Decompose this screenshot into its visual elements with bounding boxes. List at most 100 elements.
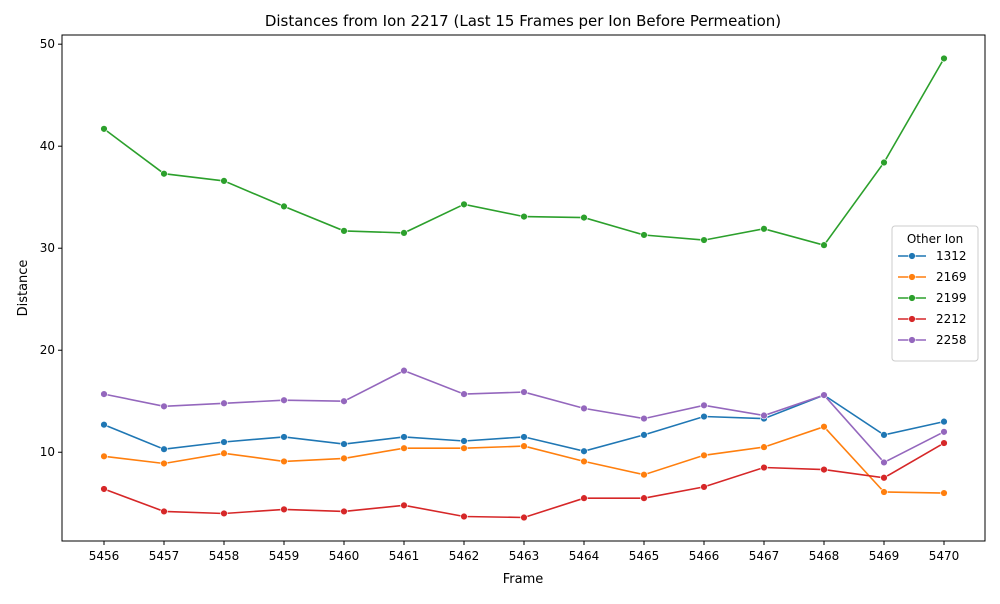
data-point-1312 [280, 433, 288, 441]
x-tick-label: 5460 [329, 549, 360, 563]
data-point-2258 [940, 428, 948, 436]
data-point-2212 [760, 463, 768, 472]
data-point-2169 [820, 423, 828, 431]
data-point-2199 [580, 213, 588, 222]
data-point-2212 [340, 507, 348, 516]
data-point-2212 [880, 474, 888, 482]
data-point-1312 [100, 421, 108, 429]
data-point-2199 [160, 170, 168, 178]
data-point-2199 [760, 225, 768, 233]
data-point-2212 [820, 465, 828, 474]
x-tick-label: 5466 [689, 549, 720, 563]
x-tick-label: 5470 [929, 549, 960, 563]
data-point-2258 [340, 397, 348, 405]
data-point-2199 [400, 229, 408, 237]
data-point-2258 [460, 390, 468, 398]
data-point-2199 [700, 236, 708, 244]
series-2199 [100, 54, 948, 249]
x-tick-label: 5461 [389, 549, 420, 563]
x-tick-label: 5458 [209, 549, 240, 563]
legend-item-1312: 1312 [898, 249, 967, 263]
legend: Other Ion 1312 2169 2199 2212 2258 [891, 225, 979, 362]
data-point-2212 [580, 494, 588, 502]
x-tick-label: 5464 [569, 549, 600, 563]
data-point-1312 [880, 431, 888, 439]
data-point-1312 [700, 412, 708, 421]
data-point-2212 [460, 512, 468, 521]
series-2212 [100, 439, 948, 522]
data-point-2169 [160, 459, 168, 468]
y-tick-label: 50 [40, 37, 55, 51]
data-point-2169 [760, 443, 768, 451]
data-point-2199 [820, 241, 828, 249]
data-point-2199 [280, 202, 288, 211]
plot-frame [61, 34, 986, 542]
x-axis-label: Frame [503, 572, 544, 587]
data-point-2199 [520, 212, 528, 221]
y-tick-label: 40 [40, 139, 55, 153]
data-point-2169 [580, 457, 588, 466]
data-point-1312 [460, 437, 468, 445]
data-point-1312 [340, 440, 348, 448]
legend-title: Other Ion [907, 232, 963, 246]
legend-label: 1312 [936, 249, 967, 263]
data-point-2199 [220, 177, 228, 185]
legend-item-2258: 2258 [898, 333, 967, 347]
data-point-1312 [640, 431, 648, 439]
legend-item-2212: 2212 [898, 312, 967, 326]
x-tick-label: 5467 [749, 549, 780, 563]
data-point-2212 [100, 485, 108, 493]
y-axis-label: Distance [16, 260, 31, 317]
data-point-2258 [820, 391, 828, 399]
legend-label: 2199 [936, 291, 967, 305]
data-point-2169 [100, 452, 108, 461]
data-point-2212 [400, 501, 408, 509]
y-tick-label: 20 [40, 343, 55, 357]
data-point-2199 [100, 125, 108, 133]
series-2169 [100, 423, 948, 497]
series-2258 [100, 366, 948, 467]
x-tick-label: 5463 [509, 549, 540, 563]
data-point-1312 [220, 438, 228, 446]
data-point-2258 [700, 401, 708, 410]
data-point-2258 [880, 458, 888, 467]
legend-label: 2169 [936, 270, 967, 284]
y-tick-label: 30 [40, 241, 55, 255]
x-tick-label: 5465 [629, 549, 660, 563]
plot-area: 5456 5457 5458 5459 5460 5461 5462 5463 5464 5465… [40, 37, 960, 563]
chart-title: Distances from Ion 2217 (Last 15 Frames … [265, 12, 781, 30]
legend-label: 2212 [936, 312, 967, 326]
legend-marker [908, 315, 916, 323]
x-tick-label: 5456 [89, 549, 120, 563]
data-point-2212 [160, 507, 168, 516]
data-point-2169 [880, 488, 888, 496]
data-point-2199 [940, 54, 948, 63]
data-point-2212 [700, 483, 708, 491]
data-point-2258 [280, 396, 288, 404]
data-point-2212 [940, 439, 948, 447]
data-point-2258 [760, 411, 768, 420]
y-tick-label: 10 [40, 445, 55, 459]
data-point-2199 [880, 158, 888, 167]
legend-item-2199: 2199 [898, 291, 967, 305]
data-point-1312 [160, 445, 168, 453]
data-point-2169 [520, 442, 528, 450]
legend-label: 2258 [936, 333, 967, 347]
x-tick-label: 5469 [869, 549, 900, 563]
data-point-2169 [640, 470, 648, 479]
data-point-2169 [700, 451, 708, 460]
data-point-1312 [580, 447, 588, 455]
legend-marker [908, 252, 916, 260]
x-tick-label: 5462 [449, 549, 480, 563]
data-point-2199 [340, 227, 348, 235]
x-tick-label: 5468 [809, 549, 840, 563]
data-point-2258 [580, 404, 588, 413]
data-point-2169 [280, 457, 288, 466]
data-point-2169 [340, 454, 348, 463]
data-point-1312 [520, 433, 528, 441]
data-point-2212 [220, 509, 228, 518]
legend-box [891, 225, 979, 362]
x-tick-label: 5459 [269, 549, 300, 563]
